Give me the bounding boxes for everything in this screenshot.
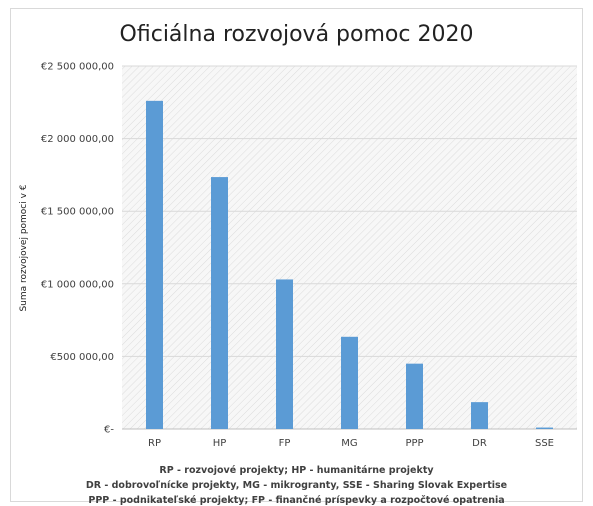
bar-sse [536,427,553,429]
x-tick-label: MG [341,438,357,449]
x-tick-label: PPP [405,438,423,449]
x-tick-label: FP [279,438,291,449]
bar-fp [276,279,293,429]
y-tick-label: €1 000 000,00 [41,279,114,290]
chart-title: Oficiálna rozvojová pomoc 2020 [119,22,474,47]
bar-mg [341,336,358,429]
y-tick-label: €2 000 000,00 [41,134,114,145]
x-tick-label: DR [472,438,487,449]
x-tick-label: HP [213,438,227,449]
bar-rp [146,100,163,430]
y-tick-label: €- [104,425,114,436]
x-tick-label: SSE [535,438,554,449]
footnote-line-3: PPP - podnikateľské projekty; FP - finan… [88,495,505,506]
y-tick-label: €2 500 000,00 [41,62,114,73]
bar-dr [471,402,488,429]
footnote-line-1: RP - rozvojové projekty; HP - humanitárn… [159,465,434,476]
footnote-line-2: DR - dobrovoľnícke projekty, MG - mikrog… [85,480,508,491]
y-tick-label: €500 000,00 [50,352,114,363]
x-tick-label: RP [148,438,161,449]
bar-ppp [406,363,423,429]
bar-hp [211,177,228,429]
y-tick-label: €1 500 000,00 [41,207,114,218]
